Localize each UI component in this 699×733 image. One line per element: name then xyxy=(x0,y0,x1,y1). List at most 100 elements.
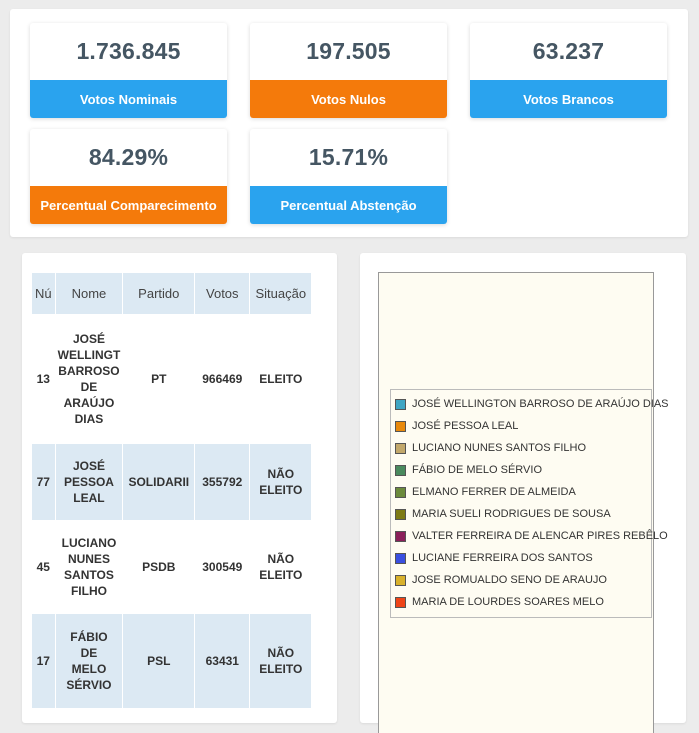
stat-card-votos-brancos: 63.237 Votos Brancos xyxy=(470,23,667,118)
legend-swatch xyxy=(395,596,406,608)
legend-item[interactable]: LUCIANO NUNES SANTOS FILHO xyxy=(395,437,651,459)
legend-label: VALTER FERREIRA DE ALENCAR PIRES REBÊLO xyxy=(412,530,668,542)
legend-item[interactable]: LUCIANE FERREIRA DOS SANTOS xyxy=(395,547,651,569)
cell-numero: 77 xyxy=(32,444,56,520)
nome-line: FÁBIO xyxy=(70,630,108,644)
table-header-row: Nú Nome Partido Votos Situação xyxy=(32,273,313,314)
legend-label: LUCIANE FERREIRA DOS SANTOS xyxy=(412,552,593,564)
legend-label: MARIA DE LOURDES SOARES MELO xyxy=(412,596,604,608)
nome-line: JOSÉ xyxy=(72,332,105,346)
legend-label: ELMANO FERRER DE ALMEIDA xyxy=(412,486,576,498)
legend-swatch xyxy=(395,508,406,520)
cell-numero: 45 xyxy=(32,520,56,614)
nome-line: BARROSO xyxy=(58,364,120,378)
results-table-panel: Nú Nome Partido Votos Situação 13 JOSÉ W… xyxy=(22,253,337,723)
nome-line: PESSOA xyxy=(63,475,114,489)
stat-label: Votos Nulos xyxy=(250,80,447,118)
stat-value: 197.505 xyxy=(306,37,391,64)
nome-line: SÉRVIO xyxy=(66,678,112,692)
cell-votos: 355792 xyxy=(194,444,251,520)
situacao-line: ELEITO xyxy=(259,483,303,497)
cell-numero: 13 xyxy=(32,314,56,444)
table-row: 17 FÁBIO DE MELO SÉRVIO PSL 63431 NÃO EL… xyxy=(32,614,313,708)
legend-label: LUCIANO NUNES SANTOS FILHO xyxy=(412,442,586,454)
legend-label: FÁBIO DE MELO SÉRVIO xyxy=(412,464,542,476)
stat-card-votos-nulos: 197.505 Votos Nulos xyxy=(250,23,447,118)
stat-label: Percentual Abstenção xyxy=(250,186,447,224)
stat-value: 1.736.845 xyxy=(76,37,181,64)
nome-line: SANTOS xyxy=(64,568,114,582)
stat-value: 84.29% xyxy=(88,143,169,170)
nome-line: MELO xyxy=(71,662,107,676)
stat-card-votos-nominais: 1.736.845 Votos Nominais xyxy=(30,23,227,118)
cell-partido: SOLIDARII xyxy=(122,444,196,520)
nome-line: JOSÉ xyxy=(72,459,105,473)
cell-nome: LUCIANO NUNES SANTOS FILHO xyxy=(55,520,124,614)
stat-card-percentual-comparecimento: 84.29% Percentual Comparecimento xyxy=(30,129,227,224)
cell-nome: JOSÉ PESSOA LEAL xyxy=(55,444,124,520)
stat-label: Votos Nominais xyxy=(30,80,227,118)
cell-votos: 300549 xyxy=(194,520,251,614)
legend-item[interactable]: JOSE ROMUALDO SENO DE ARAUJO xyxy=(395,569,651,591)
column-header-partido[interactable]: Partido xyxy=(122,273,196,314)
legend-item[interactable]: MARIA DE LOURDES SOARES MELO xyxy=(395,591,651,613)
column-header-situacao[interactable]: Situação xyxy=(249,273,313,314)
cell-partido: PSDB xyxy=(122,520,196,614)
column-header-numero[interactable]: Nú xyxy=(32,273,56,314)
legend-swatch xyxy=(395,464,406,476)
legend-swatch xyxy=(395,486,406,498)
legend-swatch xyxy=(395,530,406,542)
legend-item[interactable]: FÁBIO DE MELO SÉRVIO xyxy=(395,459,651,481)
table-row: 77 JOSÉ PESSOA LEAL SOLIDARII 355792 NÃO… xyxy=(32,444,313,520)
nome-line: FILHO xyxy=(70,584,107,598)
cell-situacao: NÃO ELEITO xyxy=(249,614,313,708)
situacao-line: NÃO xyxy=(267,467,295,481)
cell-situacao: ELEITO xyxy=(249,314,313,444)
situacao-line: ELEITO xyxy=(259,372,303,386)
nome-line: ARAÚJO xyxy=(63,396,115,410)
legend-item[interactable]: VALTER FERREIRA DE ALENCAR PIRES REBÊLO xyxy=(395,525,668,547)
stat-label: Votos Brancos xyxy=(470,80,667,118)
stat-label: Percentual Comparecimento xyxy=(30,186,227,224)
nome-line: DE xyxy=(80,380,98,394)
legend-item[interactable]: JOSÉ PESSOA LEAL xyxy=(395,415,651,437)
cell-situacao: NÃO ELEITO xyxy=(249,444,313,520)
chart-panel: JOSÉ WELLINGTON BARROSO DE ARAÚJO DIAS JO… xyxy=(360,253,686,733)
situacao-line: ELEITO xyxy=(259,662,303,676)
legend-label: JOSE ROMUALDO SENO DE ARAUJO xyxy=(412,574,607,586)
table-row: 45 LUCIANO NUNES SANTOS FILHO PSDB 30054… xyxy=(32,520,313,614)
chart-area: JOSÉ WELLINGTON BARROSO DE ARAÚJO DIAS JO… xyxy=(378,272,669,733)
nome-line: WELLINGT xyxy=(57,348,121,362)
legend-label: MARIA SUELI RODRIGUES DE SOUSA xyxy=(412,508,611,520)
cell-votos: 966469 xyxy=(194,314,251,444)
cell-nome: JOSÉ WELLINGT BARROSO DE ARAÚJO DIAS xyxy=(55,314,124,444)
results-table: Nú Nome Partido Votos Situação 13 JOSÉ W… xyxy=(32,273,313,708)
stat-value: 63.237 xyxy=(532,37,605,64)
situacao-line: NÃO xyxy=(267,646,295,660)
column-header-nome[interactable]: Nome xyxy=(55,273,124,314)
nome-line: LEAL xyxy=(73,491,105,505)
legend-item[interactable]: JOSÉ WELLINGTON BARROSO DE ARAÚJO DIAS xyxy=(395,393,669,415)
legend-swatch xyxy=(395,420,406,432)
legend-label: JOSÉ WELLINGTON BARROSO DE ARAÚJO DIAS xyxy=(412,398,669,410)
nome-line: NUNES xyxy=(67,552,110,566)
column-header-votos[interactable]: Votos xyxy=(194,273,251,314)
legend-swatch xyxy=(395,398,406,410)
nome-line: DIAS xyxy=(74,412,104,426)
situacao-line: NÃO xyxy=(267,552,295,566)
stat-value: 15.71% xyxy=(308,143,389,170)
cell-votos: 63431 xyxy=(194,614,251,708)
nome-line: LUCIANO xyxy=(61,536,117,550)
chart-legend: JOSÉ WELLINGTON BARROSO DE ARAÚJO DIAS JO… xyxy=(390,389,669,618)
stat-card-percentual-abstencao: 15.71% Percentual Abstenção xyxy=(250,129,447,224)
legend-swatch xyxy=(395,442,406,454)
nome-line: DE xyxy=(80,646,98,660)
legend-label: JOSÉ PESSOA LEAL xyxy=(412,420,519,432)
cell-nome: FÁBIO DE MELO SÉRVIO xyxy=(55,614,124,708)
legend-item[interactable]: ELMANO FERRER DE ALMEIDA xyxy=(395,481,651,503)
legend-swatch xyxy=(395,552,406,564)
cell-partido: PT xyxy=(122,314,196,444)
cell-partido: PSL xyxy=(122,614,196,708)
legend-item[interactable]: MARIA SUELI RODRIGUES DE SOUSA xyxy=(395,503,651,525)
cell-situacao: NÃO ELEITO xyxy=(249,520,313,614)
